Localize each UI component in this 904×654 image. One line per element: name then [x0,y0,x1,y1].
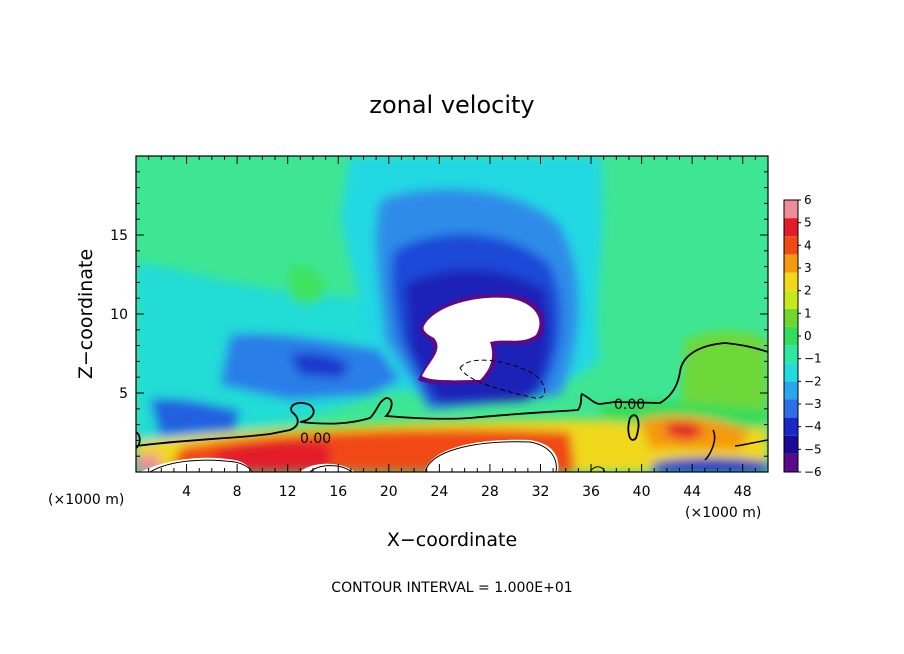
x-tick-label: 24 [430,484,448,500]
colorbar-tick-label: 3 [804,261,812,275]
y-axis-label: Z−coordinate [75,249,97,379]
colorbar-tick-label: 2 [804,284,812,298]
x-axis-ticks: 4 8 12 16 20 24 28 32 36 40 44 48 [148,156,756,500]
colorbar-tick-label: −5 [804,442,822,456]
colorbar-swatch [784,290,798,309]
colorbar-tick-label: 5 [804,216,812,230]
heatmap-field [136,156,768,472]
colorbar-tick-label: −4 [804,420,822,434]
colorbar-swatch [784,363,798,382]
x-tick-label: 16 [329,484,347,500]
colorbar-swatch [784,435,798,454]
colorbar-swatch [784,218,798,237]
x-tick-label: 36 [582,484,600,500]
colorbar-swatch [784,345,798,364]
colorbar-swatch [784,254,798,273]
x-units-left: (×1000 m) [48,492,124,508]
x-tick-label: 28 [481,484,499,500]
colorbar-tick-label: 6 [804,193,812,207]
x-units-right: (×1000 m) [685,505,761,521]
contour-interval-note: CONTOUR INTERVAL = 1.000E+01 [331,580,572,596]
colorbar-swatch [784,200,798,219]
colorbar-swatch [784,381,798,400]
x-tick-label: 40 [633,484,651,500]
colorbar-tick-label: 0 [804,329,812,343]
x-axis-label: X−coordinate [387,529,517,551]
colorbar-swatch [784,308,798,327]
contour-label-1: 0.00 [614,397,645,413]
y-axis-ticks: 5 10 15 [110,171,768,457]
colorbar-swatch [784,453,798,472]
colorbar-swatch [784,236,798,255]
colorbar-tick-label: 4 [804,238,812,252]
contour-label-0: 0.00 [300,431,331,447]
colorbar-swatch [784,417,798,436]
colorbar-tick-label: −1 [804,352,822,366]
colorbar: 6 5 4 3 2 1 0 −1 −2 −3 −4 −5 −6 [783,193,822,479]
y-tick-label: 15 [110,228,128,244]
x-tick-label: 44 [683,484,701,500]
y-tick-label: 5 [119,386,128,402]
x-tick-label: 32 [532,484,550,500]
x-tick-label: 20 [380,484,398,500]
colorbar-tick-label: −2 [804,374,822,388]
colorbar-swatch [784,272,798,291]
y-tick-label: 10 [110,307,128,323]
x-tick-label: 4 [182,484,191,500]
x-tick-label: 8 [233,484,242,500]
x-tick-label: 12 [279,484,297,500]
colorbar-tick-label: −3 [804,397,822,411]
colorbar-tick-label: 1 [804,306,812,320]
chart-title: zonal velocity [369,91,534,119]
colorbar-swatch [784,399,798,418]
colorbar-tick-label: −6 [804,465,822,479]
colorbar-swatch [784,326,798,346]
x-tick-label: 48 [734,484,752,500]
